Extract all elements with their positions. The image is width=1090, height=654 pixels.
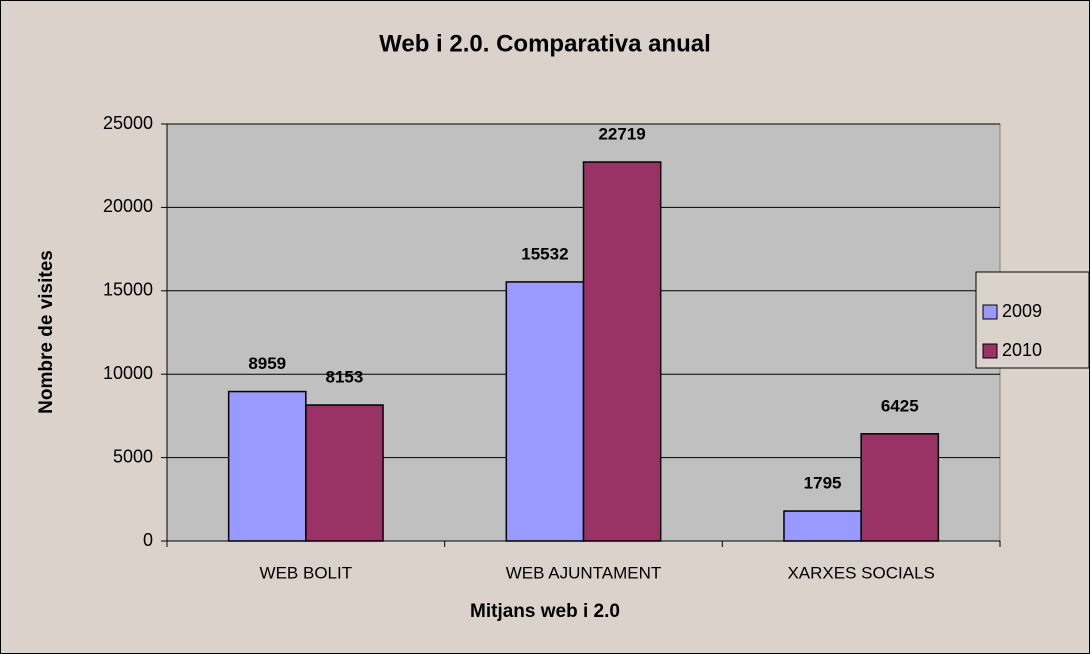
value-label: 1795: [804, 474, 842, 493]
legend-label: 2009: [1002, 301, 1042, 321]
value-label: 15532: [521, 244, 568, 263]
x-tick-label: XARXES SOCIALS: [787, 563, 934, 582]
chart-title: Web i 2.0. Comparativa anual: [379, 30, 711, 57]
y-tick-label: 25000: [103, 113, 153, 133]
value-label: 8153: [326, 367, 364, 386]
value-label: 8959: [248, 354, 286, 373]
legend-swatch: [982, 343, 998, 359]
y-tick-label: 15000: [103, 280, 153, 300]
x-tick-label: WEB AJUNTAMENT: [506, 563, 662, 582]
x-axis-title: Mitjans web i 2.0: [470, 601, 620, 622]
legend-label: 2010: [1002, 340, 1042, 360]
y-axis-title: Nombre de visites: [36, 250, 57, 414]
legend-swatch: [982, 304, 998, 320]
bar: [305, 404, 384, 542]
y-tick-label: 20000: [103, 196, 153, 216]
bar: [505, 281, 585, 542]
bar: [783, 510, 862, 542]
bar: [227, 390, 307, 542]
bar: [582, 161, 662, 542]
value-label: 6425: [881, 396, 919, 415]
value-label: 22719: [598, 125, 645, 144]
y-tick-label: 0: [143, 530, 153, 550]
y-tick-label: 10000: [103, 363, 153, 383]
x-tick-label: WEB BOLIT: [260, 563, 353, 582]
y-tick-label: 5000: [113, 446, 153, 466]
bar: [860, 433, 940, 542]
